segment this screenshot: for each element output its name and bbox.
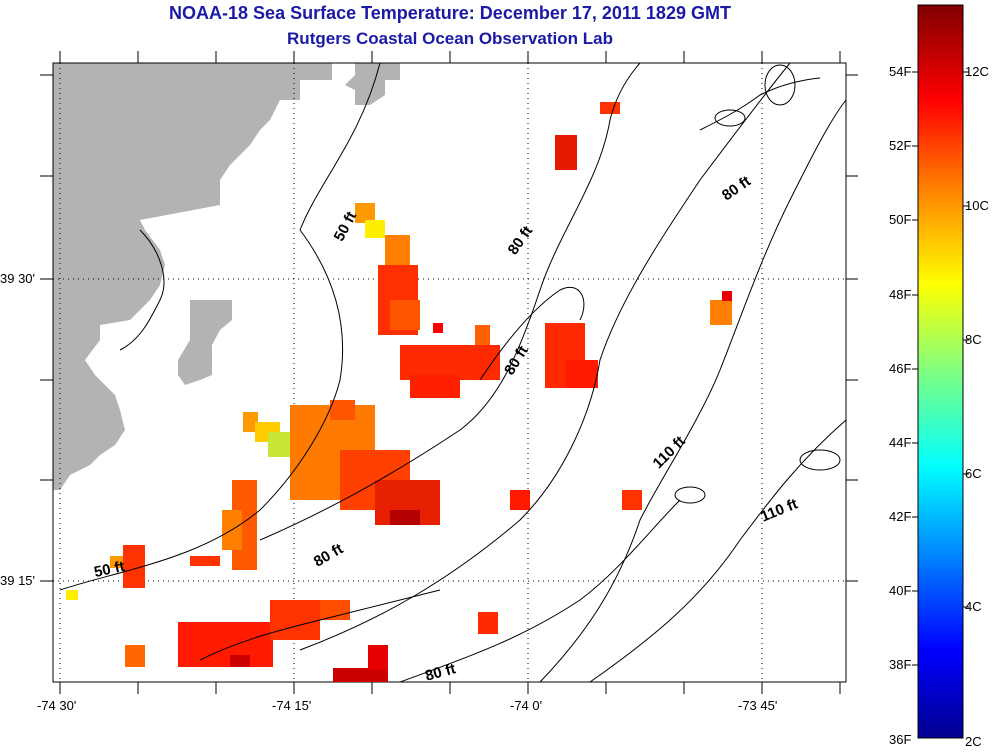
colorbar-c-label: 4C [965, 599, 982, 614]
colorbar-f-label: 36F [889, 732, 912, 747]
sst-pixels [66, 102, 732, 682]
grid [53, 63, 846, 682]
colorbar-c-label: 10C [965, 198, 989, 213]
colorbar [917, 4, 964, 739]
colorbar-f-label: 44F [889, 435, 912, 450]
colorbar-c-label: 8C [965, 332, 982, 347]
colorbar-f-label: 48F [889, 287, 912, 302]
land-mass [53, 63, 400, 490]
colorbar-f-label: 40F [889, 583, 912, 598]
lon-tick-label: -73 45' [738, 698, 778, 713]
colorbar-ticks [912, 71, 969, 666]
colorbar-c-label: 12C [965, 64, 989, 79]
colorbar-f-label: 54F [889, 64, 912, 79]
lon-tick-label: -74 15' [272, 698, 312, 713]
colorbar-c-label: 2C [965, 734, 982, 749]
colorbar-f-label: 42F [889, 509, 912, 524]
tick-marks [40, 51, 858, 694]
colorbar-f-label: 52F [889, 138, 912, 153]
map-subtitle: Rutgers Coastal Ocean Observation Lab [287, 29, 613, 48]
lat-tick-label: 39 30' [0, 271, 36, 286]
colorbar-f-label: 38F [889, 657, 912, 672]
lat-tick-label: 39 15' [0, 573, 36, 588]
depth-contours [59, 62, 847, 683]
colorbar-f-label: 50F [889, 212, 912, 227]
map-title: NOAA-18 Sea Surface Temperature: Decembe… [169, 3, 731, 23]
lon-tick-label: -74 30' [37, 698, 77, 713]
colorbar-f-label: 46F [889, 361, 912, 376]
lon-tick-label: -74 0' [510, 698, 543, 713]
colorbar-c-label: 6C [965, 466, 982, 481]
